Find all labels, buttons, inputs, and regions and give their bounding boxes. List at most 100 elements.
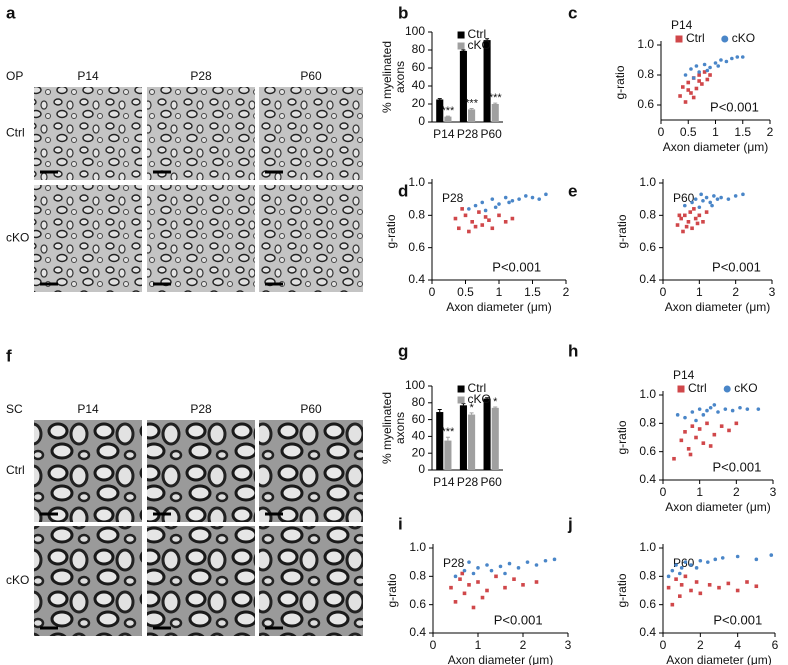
point bbox=[694, 580, 699, 584]
point bbox=[480, 595, 485, 600]
y-tick-label: 0.8 bbox=[409, 569, 426, 583]
x-tick-label: 2 bbox=[732, 285, 739, 299]
point bbox=[485, 588, 489, 593]
point bbox=[686, 80, 691, 85]
point bbox=[726, 581, 731, 586]
row-label: cKO bbox=[6, 573, 29, 587]
x-tick-label: 1.5 bbox=[524, 285, 541, 299]
y-tick-label: 0.4 bbox=[639, 625, 656, 639]
point bbox=[510, 216, 515, 221]
point bbox=[683, 73, 688, 77]
bar bbox=[436, 99, 444, 122]
legend-label: cKO bbox=[732, 31, 755, 45]
error-bar bbox=[437, 409, 442, 413]
p-value: P<0.001 bbox=[713, 459, 762, 474]
point bbox=[462, 568, 467, 573]
y-tick-label: 0.4 bbox=[409, 625, 426, 639]
bar bbox=[436, 412, 444, 470]
point bbox=[719, 424, 724, 428]
y-axis-label: g-ratio bbox=[613, 65, 627, 99]
point bbox=[678, 94, 682, 98]
x-tick-label: 1 bbox=[696, 485, 703, 499]
point bbox=[674, 577, 678, 581]
x-tick-label: 0.5 bbox=[680, 125, 697, 139]
point bbox=[712, 403, 717, 407]
point bbox=[679, 583, 684, 587]
point bbox=[683, 203, 687, 208]
point bbox=[745, 407, 750, 411]
x-tick-label: 1.5 bbox=[734, 125, 751, 139]
plot-title: P14 bbox=[671, 18, 693, 32]
y-tick-label: 60 bbox=[412, 60, 426, 74]
point bbox=[675, 413, 680, 417]
row-label: Ctrl bbox=[6, 126, 25, 140]
x-tick-label: 2 bbox=[733, 485, 740, 499]
legend-swatch bbox=[675, 35, 683, 43]
y-tick-label: 0.6 bbox=[639, 597, 656, 611]
point bbox=[697, 73, 701, 77]
x-tick-label: P14 bbox=[433, 475, 455, 489]
panel-letter: a bbox=[6, 3, 16, 22]
y-tick-label: 0.4 bbox=[408, 272, 425, 286]
point bbox=[690, 200, 694, 205]
y-axis-label: g-ratio bbox=[385, 573, 399, 607]
point bbox=[690, 424, 695, 428]
point bbox=[707, 583, 712, 587]
p-value: P<0.001 bbox=[713, 612, 762, 627]
point bbox=[467, 229, 471, 234]
point bbox=[726, 197, 731, 201]
bar bbox=[491, 104, 499, 122]
point bbox=[735, 554, 740, 559]
error-bar bbox=[485, 397, 490, 399]
x-tick-label: 3 bbox=[770, 485, 777, 499]
point bbox=[686, 88, 691, 92]
point bbox=[485, 563, 489, 567]
y-axis-label: g-ratio bbox=[615, 420, 629, 454]
x-tick-label: 0 bbox=[660, 638, 667, 652]
point bbox=[697, 205, 702, 210]
point bbox=[490, 197, 495, 201]
point bbox=[510, 198, 515, 203]
point bbox=[745, 580, 749, 584]
y-tick-label: 0 bbox=[418, 462, 425, 476]
point bbox=[460, 571, 465, 576]
point bbox=[494, 574, 498, 579]
y-tick-label: 1.0 bbox=[637, 37, 654, 51]
point bbox=[754, 557, 759, 562]
point bbox=[453, 600, 458, 604]
panel-letter: d bbox=[398, 181, 408, 200]
point bbox=[462, 591, 467, 596]
y-axis-label: axons bbox=[393, 412, 407, 444]
point bbox=[453, 574, 458, 579]
point bbox=[697, 427, 702, 431]
x-tick-label: 0.5 bbox=[457, 285, 474, 299]
y-tick-label: 80 bbox=[412, 395, 426, 409]
point bbox=[684, 224, 689, 229]
micrograph bbox=[34, 87, 142, 180]
legend-label: Ctrl bbox=[686, 31, 705, 45]
point bbox=[710, 203, 714, 208]
plot-title: P28 bbox=[442, 191, 464, 205]
y-axis-label: % myelinated bbox=[380, 392, 394, 464]
x-tick-label: P14 bbox=[433, 127, 455, 141]
x-axis-label: Axon diameter (μm) bbox=[448, 653, 554, 665]
micrograph bbox=[147, 87, 255, 180]
error-bar bbox=[485, 38, 490, 41]
point bbox=[689, 67, 693, 71]
point bbox=[552, 557, 557, 562]
point bbox=[686, 220, 691, 224]
point bbox=[702, 62, 707, 67]
point bbox=[473, 203, 478, 208]
point bbox=[534, 563, 539, 567]
point bbox=[507, 561, 512, 566]
y-tick-label: 0 bbox=[418, 114, 425, 128]
x-tick-label: 2 bbox=[563, 285, 570, 299]
micrograph bbox=[34, 185, 142, 292]
point bbox=[679, 438, 684, 443]
plot-title: P60 bbox=[673, 556, 695, 570]
point bbox=[683, 100, 688, 104]
point bbox=[754, 584, 759, 589]
point bbox=[704, 195, 709, 200]
y-tick-label: 0.8 bbox=[639, 416, 656, 430]
y-tick-label: 0.6 bbox=[639, 240, 656, 254]
